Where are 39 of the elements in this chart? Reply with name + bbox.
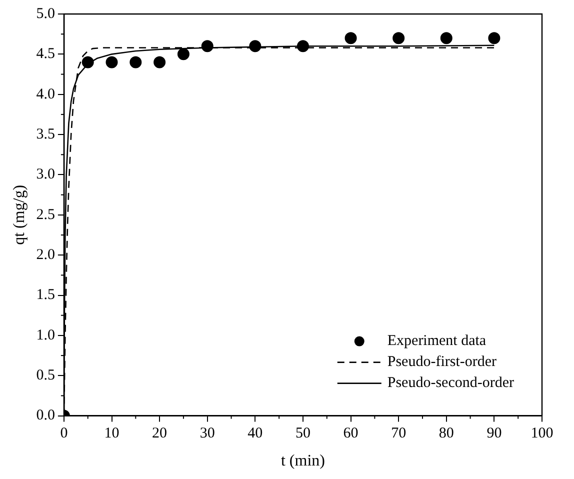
y-tick-label: 0.0 [36,408,55,424]
y-tick-label: 2.5 [36,206,55,223]
point [82,56,94,68]
legend-label: Experiment data [387,333,486,350]
point [106,56,118,68]
y-tick-label: 2.0 [36,247,55,264]
legend-label: Pseudo-second-order [387,375,514,392]
point [249,40,262,52]
y-tick-label: 3.5 [36,126,55,142]
x-tick-label: 100 [530,426,554,442]
y-tick-label: 1.0 [36,327,55,344]
point [440,32,452,44]
y-tick-label: 4.0 [36,86,55,102]
point [392,32,405,44]
x-axis-title: t (min) [280,452,325,470]
x-tick-label: 70 [391,426,406,442]
point [488,32,500,44]
y-axis-title: qt (mg/g) [10,184,28,245]
x-tick-label: 40 [248,426,263,442]
x-tick-label: 0 [60,426,68,442]
point [344,32,357,44]
point [130,56,142,68]
x-tick-label: 20 [152,426,168,442]
point [201,40,214,52]
y-tick-label: 5.0 [36,6,55,22]
x-tick-label: 10 [104,426,120,442]
y-tick-label: 3.0 [36,166,55,183]
y-tick-label: 0.5 [36,368,55,384]
y-tick-label: 1.5 [36,287,55,304]
x-tick-label: 90 [486,426,502,442]
legend-label: Pseudo-first-order [387,354,497,370]
point [296,40,309,52]
point [177,48,190,60]
x-tick-label: 50 [295,426,310,442]
y-tick-label: 4.5 [36,46,55,62]
point [154,56,166,68]
x-tick-label: 60 [343,426,358,442]
x-tick-label: 80 [438,426,454,442]
x-tick-label: 30 [200,426,215,442]
